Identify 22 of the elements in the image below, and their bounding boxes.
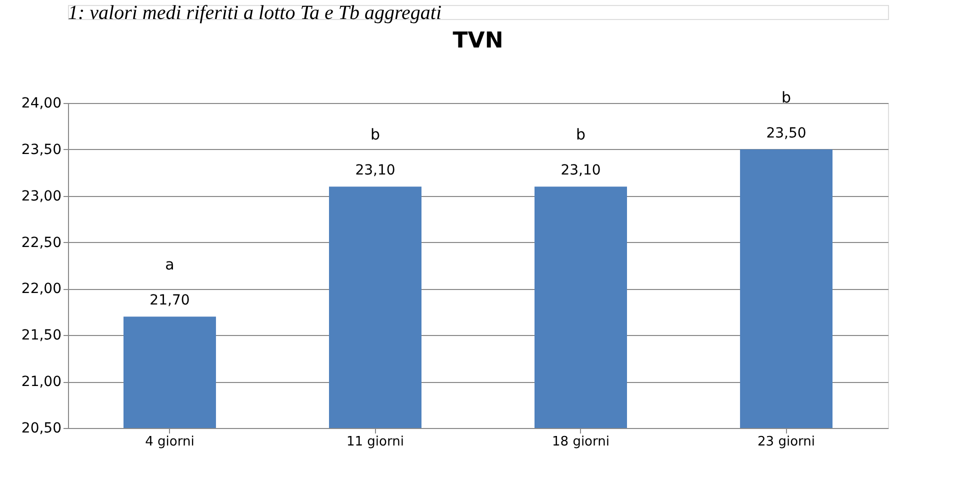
y-tick-label: 23,50	[21, 142, 62, 158]
data-label: 21,70	[150, 292, 190, 309]
data-label: 23,10	[560, 162, 601, 179]
data-label: 23,10	[355, 162, 396, 179]
x-tick-label: 23 giorni	[758, 434, 816, 450]
y-tick-label: 23,00	[21, 188, 62, 204]
y-tick-label: 22,00	[21, 281, 62, 298]
annotation: a	[165, 256, 174, 274]
y-tick-label: 24,00	[21, 96, 62, 112]
annotation: b	[576, 126, 586, 144]
y-tick-label: 21,00	[21, 374, 62, 390]
x-tick-label: 18 giorni	[552, 434, 610, 450]
y-tick-label: 21,50	[21, 328, 62, 344]
annotation: b	[370, 126, 380, 144]
text: 1: valori medi riferiti a lotto Ta e Tb aggregati	[68, 2, 442, 24]
chart-title: TVN	[452, 28, 504, 54]
data-label: 23,50	[766, 125, 806, 142]
annotation: b	[782, 88, 792, 106]
y-tick-label: 20,50	[21, 420, 62, 436]
x-tick-label: 4 giorni	[145, 434, 194, 450]
y-tick-label: 22,50	[21, 234, 62, 251]
x-tick-label: 11 giorni	[346, 434, 404, 450]
